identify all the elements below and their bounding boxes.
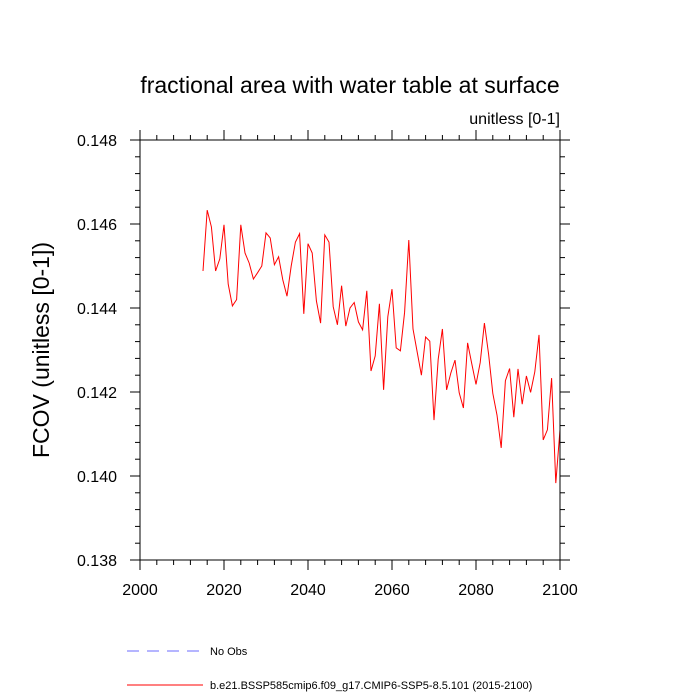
y-tick-label: 0.140: [77, 469, 117, 486]
axes: 2000 2020 2040 2060 2080 2100 0.138 0.140 0.142 0…: [77, 130, 578, 599]
plot-frame: [139, 139, 561, 561]
chart-title: fractional area with water table at surf…: [140, 72, 559, 98]
y-axis-label: FCOV (unitless [0-1]): [28, 242, 54, 458]
x-tick-label: 2020: [206, 582, 242, 599]
x-tick-label: 2100: [542, 582, 578, 599]
x-tick-label: 2060: [374, 582, 410, 599]
y-tick-label: 0.148: [77, 133, 117, 150]
series-line: [202, 209, 561, 484]
legend: No Obs b.e21.BSSP585cmip6.f09_g17.CMIP6-…: [127, 646, 532, 692]
chart-subtitle: unitless [0-1]: [469, 111, 560, 128]
y-tick-label: 0.144: [77, 301, 117, 318]
legend-label-obs: No Obs: [210, 646, 248, 658]
x-tick-label: 2000: [122, 582, 158, 599]
x-tick-label: 2040: [290, 582, 326, 599]
y-tick-label: 0.138: [77, 553, 117, 570]
series-layer: [202, 209, 561, 484]
x-tick-label: 2080: [458, 582, 494, 599]
legend-label-model: b.e21.BSSP585cmip6.f09_g17.CMIP6-SSP5-8.…: [210, 680, 532, 692]
y-tick-label: 0.142: [77, 385, 117, 402]
y-tick-label: 0.146: [77, 217, 117, 234]
